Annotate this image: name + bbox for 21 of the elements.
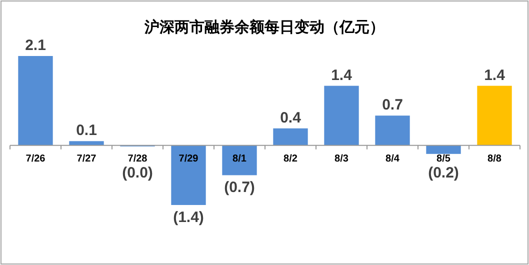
data-label: 0.7 <box>382 96 403 114</box>
x-tick-label: 7/28 <box>128 153 148 164</box>
x-tick-label: 8/2 <box>284 153 298 164</box>
x-tick-label: 7/27 <box>76 153 97 164</box>
data-label: (1.4) <box>173 209 204 226</box>
x-tick-label: 7/29 <box>178 153 199 164</box>
data-label: (0.7) <box>224 179 255 196</box>
data-label: 0.4 <box>280 109 302 126</box>
x-tick-label: 8/3 <box>334 153 349 164</box>
chart-title: 沪深两市融券余额每日变动（亿元） <box>144 18 384 36</box>
data-label: (0.0) <box>122 164 153 182</box>
data-label: 1.4 <box>331 66 353 84</box>
x-tick-label: 7/26 <box>26 153 46 164</box>
data-label: 0.1 <box>76 122 97 140</box>
x-tick-label: 8/5 <box>436 153 451 164</box>
x-tick-label: 8/1 <box>232 153 247 164</box>
data-label: 1.4 <box>484 66 506 84</box>
x-tick-label: 8/4 <box>386 153 400 164</box>
x-tick-label: 8/8 <box>488 153 502 164</box>
data-label: (0.2) <box>428 164 459 182</box>
data-label: 2.1 <box>25 37 46 54</box>
